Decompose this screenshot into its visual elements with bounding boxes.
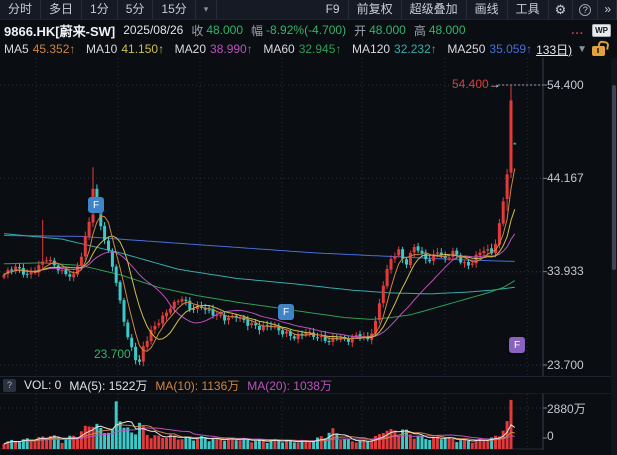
more-quote-indicator[interactable]: ... bbox=[571, 23, 585, 37]
ma120-value: 32.232↑ bbox=[394, 42, 437, 56]
tab-1min[interactable]: 1分 bbox=[82, 0, 118, 19]
volume-header: ? VOL: 0 MA(5): 1522万 MA(10): 1136万 MA(2… bbox=[0, 376, 611, 394]
volume-axis-label: 2880万 bbox=[547, 402, 586, 416]
volume-ma5: MA(5): 1522万 bbox=[69, 378, 148, 393]
top-toolbar: 分时 多日 1分 5分 15分 ▾ F9 前复权 超级叠加 画线 工具 ⚙ ? … bbox=[0, 0, 617, 20]
volume-ma10: MA(10): 1136万 bbox=[155, 378, 240, 393]
ma60-label: MA60 bbox=[263, 42, 295, 56]
forward-adjust-button[interactable]: 前复权 bbox=[349, 0, 402, 19]
ma20-label: MA20 bbox=[174, 42, 207, 56]
period-caret-icon[interactable]: ▼ bbox=[577, 43, 588, 55]
volume-value: VOL: 0 bbox=[24, 378, 62, 392]
price-axis-label: 23.700 bbox=[547, 358, 584, 372]
ma5-value: 45.352↑ bbox=[32, 42, 76, 56]
ma60-value: 32.945↑ bbox=[298, 42, 342, 56]
ma120-label: MA120 bbox=[352, 42, 391, 56]
indicator-help-icon[interactable]: ? bbox=[3, 378, 16, 392]
period-tabs: 分时 多日 1分 5分 15分 ▾ bbox=[0, 0, 218, 19]
ma250-value: 35.059↑ bbox=[489, 42, 533, 56]
close-value: 48.000 bbox=[206, 23, 244, 37]
draw-line-button[interactable]: 画线 bbox=[467, 0, 508, 19]
toolbar-actions: F9 前复权 超级叠加 画线 工具 ⚙ ? » bbox=[318, 0, 617, 19]
price-axis-label: 44.167 bbox=[547, 171, 584, 185]
volume-axis-label: 0 bbox=[547, 429, 554, 443]
low-price-annotation: 23.700→ bbox=[94, 347, 143, 361]
open-value: 48.000 bbox=[369, 23, 406, 37]
ma5-label: MA5 bbox=[4, 42, 29, 56]
range-value: -8.92%(-4.700) bbox=[266, 23, 347, 37]
range-label: 幅 bbox=[251, 23, 264, 38]
high-label: 高 bbox=[413, 23, 426, 38]
ma10-label: MA10 bbox=[86, 42, 118, 56]
help-circle-icon: ? bbox=[579, 4, 592, 16]
quote-date: 2025/08/26 bbox=[123, 23, 184, 37]
quote-info-bar: 9866.HK[蔚来-SW] 2025/08/26 收 48.000 幅 -8.… bbox=[0, 20, 617, 40]
price-axis-label: 33.933 bbox=[547, 264, 584, 278]
event-flag-marker[interactable]: F bbox=[88, 197, 104, 213]
open-label: 开 bbox=[354, 23, 367, 38]
tools-button[interactable]: 工具 bbox=[508, 0, 549, 19]
lock-icon[interactable] bbox=[592, 45, 606, 56]
super-overlay-button[interactable]: 超级叠加 bbox=[402, 0, 467, 19]
high-value: 48.000 bbox=[428, 23, 466, 37]
more-chevrons-icon[interactable]: » bbox=[598, 0, 617, 19]
tab-timeshare[interactable]: 分时 bbox=[0, 0, 42, 19]
gear-icon[interactable]: ⚙ bbox=[549, 0, 574, 19]
scrollbar[interactable] bbox=[611, 58, 617, 455]
price-axis-label: 54.400 bbox=[547, 78, 584, 92]
tab-15min[interactable]: 15分 bbox=[153, 0, 196, 19]
high-price-annotation: 54.400→ bbox=[452, 77, 501, 91]
ma-indicator-bar: MA5 45.352↑ MA10 41.150↑ MA20 38.990↑ MA… bbox=[0, 40, 617, 58]
volume-ma20: MA(20): 1038万 bbox=[247, 378, 332, 393]
ma10-value: 41.150↑ bbox=[121, 42, 165, 56]
f9-button[interactable]: F9 bbox=[318, 0, 349, 19]
wp-badge[interactable]: WP bbox=[592, 23, 611, 37]
tab-5min[interactable]: 5分 bbox=[118, 0, 154, 19]
price-volume-chart[interactable] bbox=[0, 58, 611, 455]
symbol-name[interactable]: 9866.HK[蔚来-SW] bbox=[4, 23, 116, 39]
period-count[interactable]: 133日) bbox=[536, 42, 573, 57]
scrollbar-thumb[interactable] bbox=[612, 85, 616, 270]
period-dropdown-caret-icon[interactable]: ▾ bbox=[196, 0, 218, 19]
close-label: 收 bbox=[191, 23, 204, 38]
ma20-value: 38.990↑ bbox=[210, 42, 253, 56]
help-icon[interactable]: ? bbox=[573, 0, 599, 19]
tab-multiday[interactable]: 多日 bbox=[41, 0, 83, 19]
ma250-label: MA250 bbox=[447, 42, 486, 56]
event-flag-marker[interactable]: F bbox=[509, 337, 525, 353]
event-flag-marker[interactable]: F bbox=[278, 304, 294, 320]
